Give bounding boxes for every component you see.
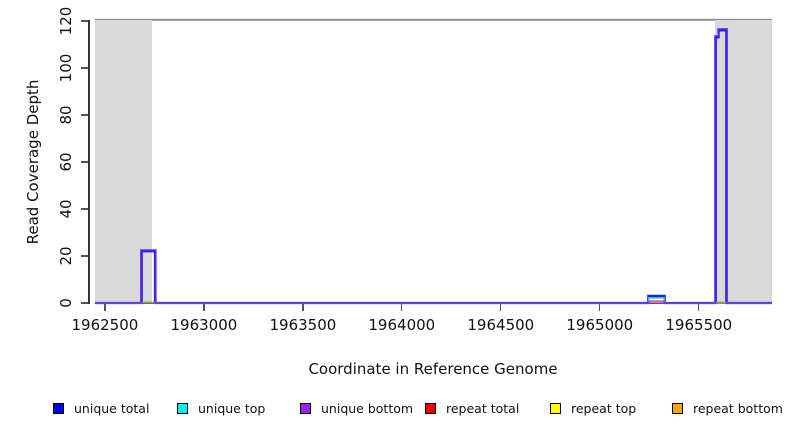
y-tick — [81, 255, 88, 257]
legend-swatch-icon — [425, 402, 436, 414]
legend-label: unique bottom — [321, 400, 414, 416]
y-tick-label: 80 — [57, 105, 75, 125]
y-axis-line — [88, 20, 90, 304]
legend-item-unique-bottom: unique bottom — [300, 400, 414, 416]
legend-item-repeat-top: repeat top — [550, 400, 637, 416]
x-tick — [401, 304, 403, 311]
y-tick — [81, 20, 88, 22]
x-tick — [203, 304, 205, 311]
x-tick — [104, 304, 106, 311]
series-unique-bottom — [95, 28, 772, 304]
y-tick-label: 120 — [57, 6, 75, 36]
x-tick — [698, 304, 700, 311]
left-gray-region — [95, 20, 153, 303]
x-tick — [302, 304, 304, 311]
y-tick-label: 0 — [57, 298, 75, 308]
y-tick — [81, 114, 88, 116]
x-tick-label: 1963500 — [269, 316, 337, 334]
y-tick — [81, 302, 88, 304]
legend-swatch-icon — [300, 402, 311, 414]
legend-label: unique top — [198, 400, 266, 416]
x-tick-label: 1962500 — [71, 316, 139, 334]
legend-item-repeat-total: repeat total — [425, 400, 520, 416]
x-tick-label: 1965000 — [566, 316, 634, 334]
legend-item-repeat-bottom: repeat bottom — [672, 400, 783, 416]
y-tick-label: 20 — [57, 246, 75, 266]
series-unique-total — [95, 29, 772, 305]
legend-label: repeat total — [446, 400, 520, 416]
legend-label: repeat bottom — [693, 400, 783, 416]
x-tick-label: 1965500 — [665, 316, 733, 334]
legend-item-unique-top: unique top — [177, 400, 266, 416]
y-axis-title: Read Coverage Depth — [24, 79, 42, 245]
x-tick — [500, 304, 502, 311]
legend-swatch-icon — [672, 402, 683, 414]
right-gray-region — [714, 20, 772, 303]
x-axis-title: Coordinate in Reference Genome — [308, 360, 558, 378]
x-tick-label: 1964500 — [467, 316, 535, 334]
y-tick-label: 60 — [57, 152, 75, 172]
legend-swatch-icon — [177, 402, 188, 414]
y-tick-label: 100 — [57, 53, 75, 83]
legend-label: unique total — [74, 400, 150, 416]
legend-swatch-icon — [53, 402, 64, 414]
y-tick — [81, 208, 88, 210]
y-tick — [81, 67, 88, 69]
legend-swatch-icon — [550, 402, 561, 414]
y-tick — [81, 161, 88, 163]
y-tick-label: 40 — [57, 199, 75, 219]
x-tick — [599, 304, 601, 311]
x-tick-label: 1964000 — [368, 316, 436, 334]
x-tick-label: 1963000 — [170, 316, 238, 334]
legend-label: repeat top — [571, 400, 637, 416]
legend-item-unique-total: unique total — [53, 400, 150, 416]
